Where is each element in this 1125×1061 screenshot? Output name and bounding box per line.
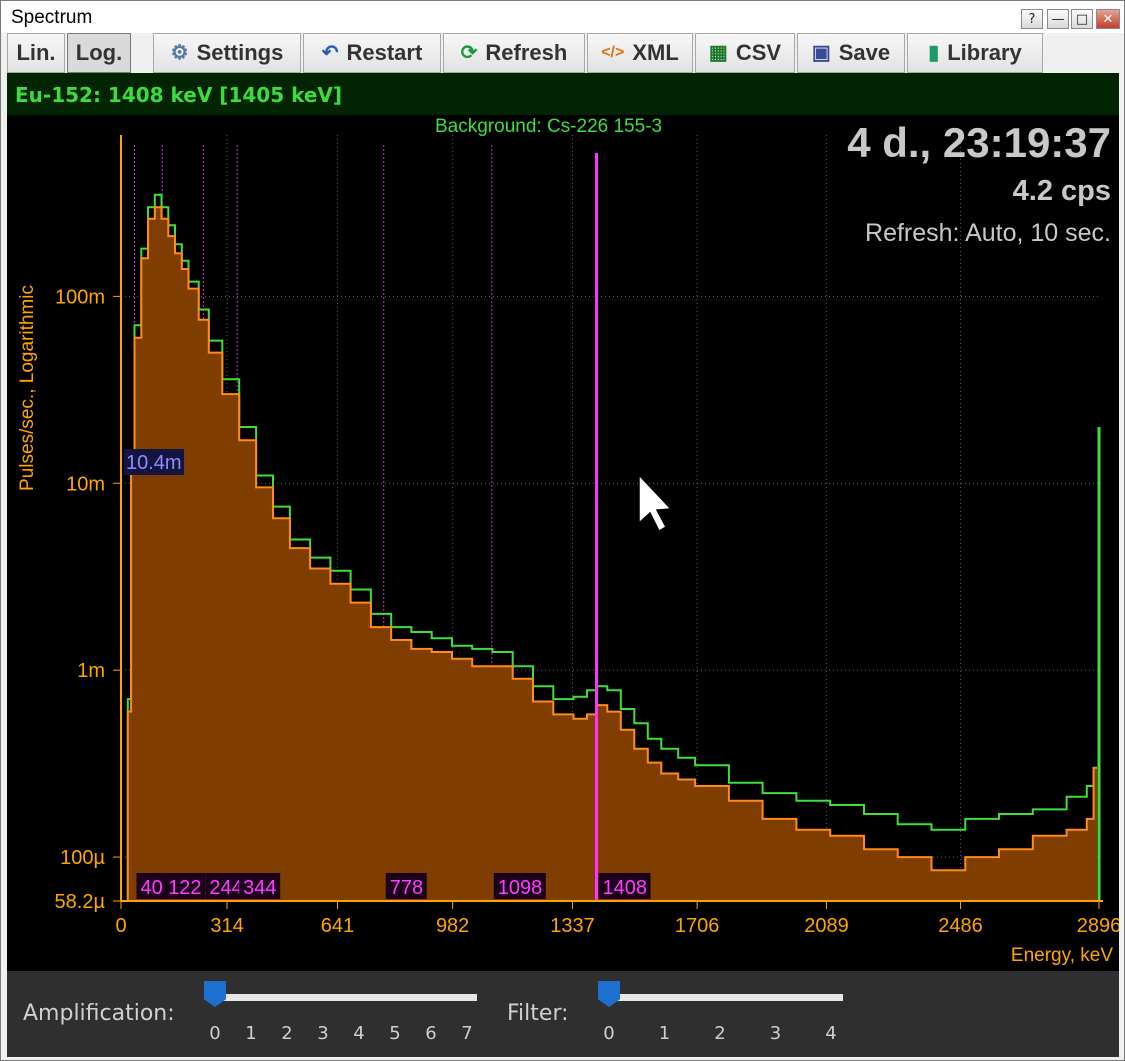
settings-button[interactable]: ⚙ Settings xyxy=(153,33,301,73)
y-tick-label: 100µ xyxy=(60,847,105,869)
cursor-value-box xyxy=(124,449,184,475)
y-tick-label: 100m xyxy=(55,286,105,308)
filter-slider-track[interactable] xyxy=(609,994,843,1001)
amplification-slider-thumb[interactable] xyxy=(204,981,226,1007)
y-axis-title: Pulses/sec., Logarithmic xyxy=(17,285,38,491)
lin-label: Lin. xyxy=(16,40,56,65)
slider-tick-label: 4 xyxy=(825,1023,837,1044)
peak-label: 244 xyxy=(209,877,242,899)
spectrum-line xyxy=(126,206,1097,901)
peak-label-box xyxy=(239,873,281,899)
restart-button[interactable]: ↶ Restart xyxy=(303,33,441,73)
nuclide-status: Eu-152: 1408 keV [1405 keV] xyxy=(15,83,343,107)
library-button[interactable]: ▮ Library xyxy=(907,33,1043,73)
spectrum-chart[interactable]: 0 314 641 982 1337 1706 2089 2486 2896 58.2µ 100µ 1… xyxy=(7,115,1119,971)
x-tick-label: 2486 xyxy=(938,915,983,937)
x-tick-label: 0 xyxy=(115,915,126,937)
log-label: Log. xyxy=(75,40,123,65)
lin-button[interactable]: Lin. xyxy=(7,33,65,73)
xml-button[interactable]: </> XML xyxy=(587,33,693,73)
peak-label-box xyxy=(164,873,206,899)
toolbar: Lin. Log. ⚙ Settings ↶ Restart ⟳ Refresh… xyxy=(7,33,1119,73)
peak-label-box xyxy=(385,873,427,899)
settings-label: Settings xyxy=(196,40,284,65)
maximize-button[interactable]: □ xyxy=(1071,9,1093,29)
peak-label-box xyxy=(598,873,651,899)
window-title: Spectrum xyxy=(11,7,93,28)
cursor-value-label: 10.4m xyxy=(126,452,182,474)
log-button[interactable]: Log. xyxy=(67,33,131,73)
status-bar: Eu-152: 1408 keV [1405 keV] xyxy=(7,73,1119,115)
slider-tick-label: 3 xyxy=(769,1023,782,1044)
gear-icon: ⚙ xyxy=(170,42,189,64)
x-tick-label: 314 xyxy=(210,915,243,937)
slider-tick-label: 2 xyxy=(714,1023,726,1044)
peak-label-box xyxy=(493,873,546,899)
x-tick-label: 1706 xyxy=(675,915,720,937)
peak-label: 778 xyxy=(390,877,423,899)
measurement-duration: 4 d., 23:19:37 xyxy=(847,119,1111,166)
background-spectrum-line xyxy=(126,193,1097,901)
csv-label: CSV xyxy=(735,40,782,65)
slider-tick-label: 7 xyxy=(461,1023,473,1044)
peak-label: 1098 xyxy=(498,877,543,899)
refresh-icon: ⟳ xyxy=(460,42,478,64)
library-label: Library xyxy=(947,40,1022,65)
filter-slider-thumb[interactable] xyxy=(598,981,620,1007)
y-tick-label: 10m xyxy=(66,473,105,495)
peak-label: 344 xyxy=(243,877,276,899)
title-bar: Spectrum ? — □ ✕ xyxy=(1,1,1124,33)
amplification-label: Amplification: xyxy=(23,1001,175,1026)
spectrum-area xyxy=(127,207,1098,901)
xml-label: XML xyxy=(632,40,679,65)
x-tick-label: 2896 xyxy=(1077,915,1119,937)
spreadsheet-icon: ▦ xyxy=(708,42,728,64)
help-button[interactable]: ? xyxy=(1021,9,1043,29)
peak-label: 1408 xyxy=(602,877,647,899)
x-tick-label: 641 xyxy=(321,915,354,937)
x-axis-title: Energy, keV xyxy=(1011,945,1113,966)
slider-tick-label: 1 xyxy=(658,1023,671,1044)
refresh-label: Refresh xyxy=(485,40,568,65)
slider-tick-label: 3 xyxy=(317,1023,329,1044)
restart-label: Restart xyxy=(346,40,423,65)
background-label: Background: Cs-226 155-3 xyxy=(435,116,663,137)
peak-label: 122 xyxy=(168,877,201,899)
mouse-pointer-icon xyxy=(638,473,673,533)
filter-label: Filter: xyxy=(507,1001,569,1026)
save-button[interactable]: ▣ Save xyxy=(797,33,905,73)
peak-label-box xyxy=(136,873,167,899)
x-tick-label: 1337 xyxy=(550,915,595,937)
slider-tick-label: 5 xyxy=(389,1023,401,1044)
slider-tick-label: 6 xyxy=(425,1023,437,1044)
book-icon: ▮ xyxy=(928,42,940,64)
csv-button[interactable]: ▦ CSV xyxy=(695,33,795,73)
y-tick-label: 1m xyxy=(77,660,105,682)
spectrum-plot[interactable]: 0 314 641 982 1337 1706 2089 2486 2896 58.2µ 100µ 1… xyxy=(7,115,1119,971)
control-panel: Amplification: 0 1 2 3 4 5 6 7 Filter: 0 1 2 3 4 xyxy=(7,971,1119,1057)
close-button[interactable]: ✕ xyxy=(1096,9,1120,29)
slider-tick-label: 4 xyxy=(353,1023,365,1044)
peak-label: 40 xyxy=(141,877,163,899)
slider-tick-label: 0 xyxy=(603,1023,615,1044)
refresh-button[interactable]: ⟳ Refresh xyxy=(443,33,585,73)
slider-tick-label: 2 xyxy=(281,1023,293,1044)
floppy-icon: ▣ xyxy=(811,42,831,64)
slider-tick-label: 1 xyxy=(245,1023,257,1044)
slider-tick-label: 0 xyxy=(209,1023,221,1044)
amplification-slider-track[interactable] xyxy=(215,994,477,1001)
code-icon: </> xyxy=(601,44,625,61)
x-tick-label: 982 xyxy=(436,915,469,937)
count-rate: 4.2 cps xyxy=(1012,175,1111,207)
refresh-info: Refresh: Auto, 10 sec. xyxy=(865,219,1111,247)
x-tick-label: 2089 xyxy=(804,915,849,937)
minimize-button[interactable]: — xyxy=(1047,9,1069,29)
y-tick-label: 58.2µ xyxy=(55,891,106,913)
undo-icon: ↶ xyxy=(321,42,339,64)
save-label: Save xyxy=(838,40,891,65)
